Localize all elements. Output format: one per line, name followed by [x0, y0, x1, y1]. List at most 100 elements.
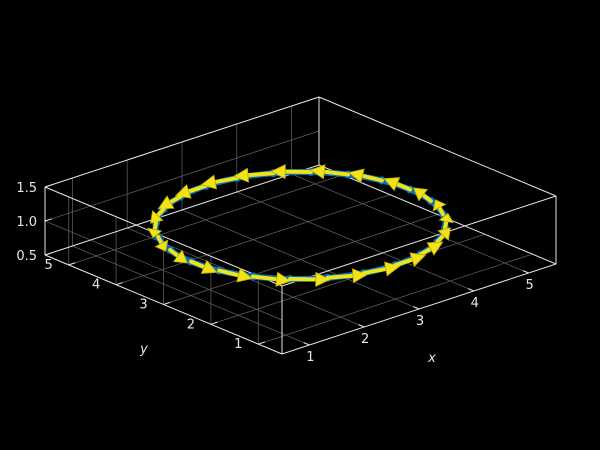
arrow	[157, 194, 183, 210]
arrow-head	[351, 268, 368, 284]
arrow-shaft	[156, 234, 164, 246]
arrow	[288, 271, 331, 288]
arrow	[250, 271, 292, 287]
arrow	[188, 259, 218, 274]
arrow	[309, 164, 351, 180]
arrow-shaft	[168, 248, 180, 258]
arrow-shaft	[325, 273, 355, 280]
axis-box-edge	[318, 96, 557, 197]
y-tick-mark	[115, 282, 123, 286]
arrow	[233, 167, 276, 183]
arrow-shaft	[435, 233, 446, 244]
arrow-head	[200, 174, 218, 190]
arrow-head	[432, 199, 447, 212]
arrow-head	[174, 184, 192, 199]
arrow-shaft	[393, 257, 415, 268]
arrow-shaft	[188, 259, 207, 269]
z-tick-label: 1.0	[16, 215, 37, 230]
grid-lines	[44, 96, 533, 355]
arrow	[383, 177, 413, 192]
x-tick-label: 4	[471, 296, 479, 311]
y-axis-label: y	[139, 342, 148, 357]
x-tick-mark	[358, 324, 365, 328]
y-tick-mark	[210, 321, 218, 325]
arrow-head	[154, 239, 169, 252]
arrow	[200, 174, 240, 190]
z-tick-label: 0.5	[16, 249, 37, 264]
x-tick-mark	[303, 342, 310, 346]
arrow-shaft	[437, 205, 445, 217]
y-tick-mark	[163, 301, 171, 305]
axis-box-edge	[44, 96, 320, 188]
arrow-head	[315, 271, 331, 288]
z-tick-mark	[44, 252, 52, 256]
axis-box-edge	[44, 186, 283, 287]
arrow-head	[437, 227, 451, 242]
arrow	[325, 268, 368, 284]
z-tick-mark	[44, 218, 52, 222]
y-tick-label: 5	[45, 258, 53, 273]
arrow	[147, 220, 163, 239]
arrow	[270, 163, 313, 180]
tick-labels: 1 2 3 4 5 1 2 3 4 5 0.5 1.0 1.5	[16, 181, 533, 365]
arrow-shaft	[217, 268, 241, 278]
y-tick-label: 2	[187, 317, 195, 332]
arrow-head	[347, 168, 365, 184]
arrow-shaft	[155, 207, 166, 218]
arrow-head	[383, 177, 401, 192]
arrow-head	[233, 167, 250, 183]
y-tick-label: 3	[139, 298, 147, 313]
grid-line-y	[163, 214, 438, 305]
arrow-shaft	[186, 183, 208, 194]
arrow	[393, 252, 427, 268]
z-tick-mark	[44, 184, 52, 188]
arrow	[168, 248, 189, 264]
x-tick-mark	[413, 306, 420, 310]
arrow-shaft	[213, 175, 240, 185]
arrow	[432, 199, 447, 217]
arrow-shaft	[361, 266, 388, 276]
grid-line-y	[258, 253, 533, 345]
x-axis-label: x	[427, 351, 436, 366]
arrow-head	[426, 241, 444, 256]
arrow	[347, 168, 384, 184]
arrow-shaft	[250, 274, 279, 282]
arrow	[217, 267, 254, 283]
arrow	[435, 227, 451, 244]
axis-box-edge	[281, 195, 557, 287]
arrow	[412, 187, 433, 203]
arrow-shaft	[322, 169, 351, 177]
x-tick-label: 3	[416, 314, 424, 329]
arrow	[438, 212, 454, 231]
x-tick-label: 5	[525, 278, 533, 293]
grid-line-z	[44, 220, 283, 321]
y-tick-mark	[68, 262, 76, 266]
arrow-shaft	[443, 219, 449, 231]
x-tick-mark	[522, 270, 529, 274]
x-tick-label: 2	[361, 332, 369, 347]
arrow-head	[270, 163, 286, 180]
arrow-shaft	[394, 182, 413, 192]
arrow	[154, 234, 169, 252]
z-tick-label: 1.5	[16, 181, 37, 196]
y-tick-mark	[258, 341, 266, 345]
x-tick-label: 1	[306, 350, 314, 365]
arrow-series	[147, 163, 454, 288]
y-tick-label: 1	[234, 337, 242, 352]
arrow	[174, 183, 208, 199]
arrow-head	[172, 249, 189, 264]
arrow-shaft	[168, 194, 183, 205]
axes-box	[44, 96, 557, 355]
arrow-head	[412, 187, 429, 202]
arrow-head	[200, 259, 218, 274]
x-tick-mark	[467, 288, 474, 292]
arrow-head	[438, 212, 454, 224]
y-tick-label: 4	[92, 278, 100, 293]
arrow-head	[157, 195, 175, 210]
arrow	[418, 241, 444, 257]
axis-box-edge	[318, 164, 557, 265]
arrow-head	[275, 271, 292, 287]
arrow-head	[236, 267, 254, 283]
